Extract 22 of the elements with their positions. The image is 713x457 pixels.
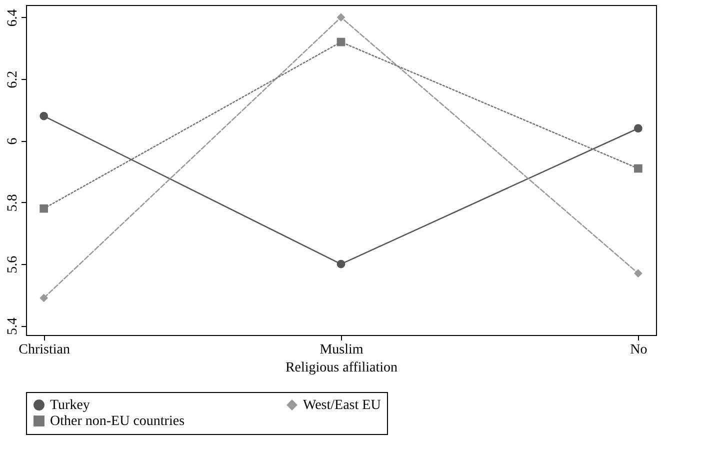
point (40, 294, 48, 302)
point (336, 13, 346, 22)
legend-label: Other non-EU countries (50, 414, 185, 429)
point (634, 164, 642, 173)
point (336, 260, 346, 268)
point (40, 204, 48, 213)
x-tick-label: Muslim (320, 342, 364, 358)
point (634, 124, 642, 133)
x-tick-label: Christian (18, 342, 70, 358)
y-tick-label: 5.4 (6, 318, 20, 335)
point (40, 112, 48, 120)
x-axis-title: Religious affiliation (285, 360, 398, 376)
point (634, 269, 642, 278)
legend-label: Turkey (50, 398, 90, 413)
y-tick-label: 5.8 (6, 194, 20, 212)
x-tick-label: No (630, 342, 648, 358)
y-tick-label: 5.6 (6, 256, 20, 274)
y-tick-label: 6 (6, 138, 20, 145)
legend-label: West/East EU (303, 398, 381, 413)
y-tick-label: 6.4 (6, 9, 20, 27)
y-tick-label: 6.2 (6, 70, 20, 88)
point (336, 38, 346, 46)
